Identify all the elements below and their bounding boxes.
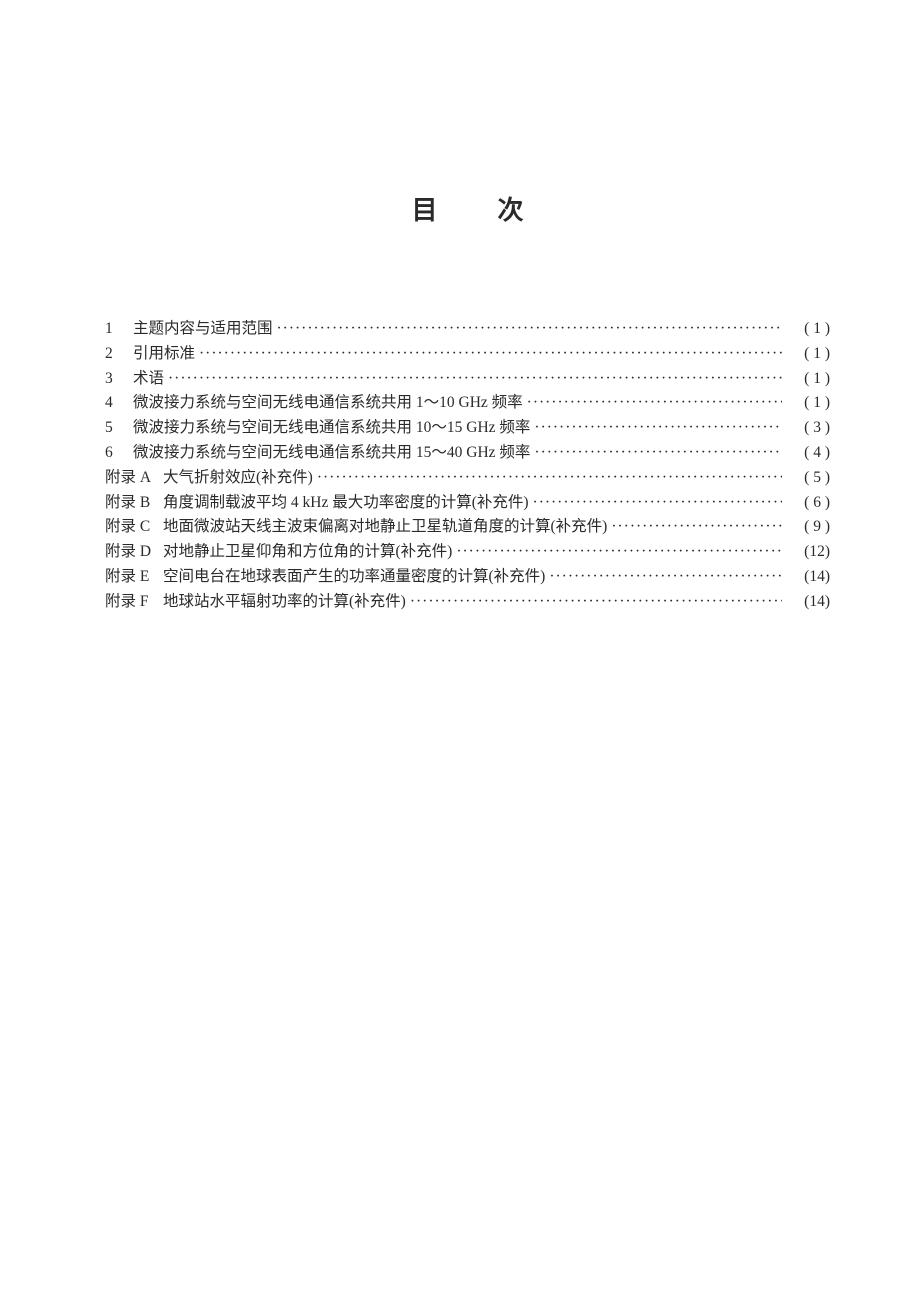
toc-leader-dots (410, 590, 782, 615)
toc-entry-section: 5微波接力系统与空间无线电通信系统共用 10～15 GHz 频率 ( 3 ) (105, 416, 830, 441)
toc-section-number: 4 (105, 391, 133, 416)
toc-entry-section: 2引用标准 ( 1 ) (105, 342, 830, 367)
toc-page-number: (14) (786, 590, 830, 615)
toc-leader-dots (533, 491, 782, 516)
toc-section-text: 引用标准 (133, 342, 195, 367)
toc-title: 目次 (105, 190, 830, 227)
toc-entry-section: 3术语 ( 1 ) (105, 367, 830, 392)
toc-page-number: ( 1 ) (786, 391, 830, 416)
toc-appendices: 附录 A大气折射效应(补充件)( 5 )附录 B角度调制载波平均 4 kHz 最… (105, 466, 830, 615)
toc-appendix-label: 附录 B (105, 491, 163, 516)
toc-section-text: 主题内容与适用范围 (133, 317, 273, 342)
toc-appendix-label: 附录 E (105, 565, 163, 590)
toc-appendix-text: 地面微波站天线主波束偏离对地静止卫星轨道角度的计算(补充件) (163, 515, 607, 540)
toc-section-number: 2 (105, 342, 133, 367)
toc-section-number: 1 (105, 317, 133, 342)
toc-page-number: ( 1 ) (786, 342, 830, 367)
toc-entry-section: 1主题内容与适用范围 ( 1 ) (105, 317, 830, 342)
toc-page-number: ( 1 ) (786, 367, 830, 392)
toc-leader-dots (534, 416, 782, 441)
toc-appendix-text: 地球站水平辐射功率的计算(补充件) (163, 590, 406, 615)
toc-appendix-label: 附录 A (105, 466, 163, 491)
toc-section-text: 微波接力系统与空间无线电通信系统共用 1～10 GHz 频率 (133, 391, 523, 416)
toc-leader-dots (277, 317, 782, 342)
toc-section-number: 6 (105, 441, 133, 466)
toc-appendix-text: 大气折射效应(补充件) (163, 466, 313, 491)
toc-page-number: ( 6 ) (786, 491, 830, 516)
toc-leader-dots (549, 565, 782, 590)
toc-entry-appendix: 附录 C地面微波站天线主波束偏离对地静止卫星轨道角度的计算(补充件) ( 9 ) (105, 515, 830, 540)
toc-entry-appendix: 附录 D对地静止卫星仰角和方位角的计算(补充件) (12) (105, 540, 830, 565)
toc-entry-appendix: 附录 B角度调制载波平均 4 kHz 最大功率密度的计算(补充件) ( 6 ) (105, 491, 830, 516)
toc-leader-dots (317, 466, 782, 491)
toc-leader-dots (199, 342, 782, 367)
toc-leader-dots (527, 391, 782, 416)
toc-page-number: ( 9 ) (786, 515, 830, 540)
toc-entry-appendix: 附录 A大气折射效应(补充件) ( 5 ) (105, 466, 830, 491)
toc-section-text: 微波接力系统与空间无线电通信系统共用 10～15 GHz 频率 (133, 416, 530, 441)
toc-section-number: 3 (105, 367, 133, 392)
toc-appendix-label: 附录 F (105, 590, 163, 615)
toc-entry-section: 4微波接力系统与空间无线电通信系统共用 1～10 GHz 频率 ( 1 ) (105, 391, 830, 416)
toc-leader-dots (611, 515, 782, 540)
toc-page: 目次 1主题内容与适用范围( 1 )2引用标准( 1 )3术语( 1 )4微波接… (0, 0, 920, 615)
toc-leader-dots (456, 540, 782, 565)
toc-section-number: 5 (105, 416, 133, 441)
toc-appendix-text: 角度调制载波平均 4 kHz 最大功率密度的计算(补充件) (163, 491, 529, 516)
toc-page-number: ( 1 ) (786, 317, 830, 342)
toc-page-number: (14) (786, 565, 830, 590)
toc-page-number: ( 5 ) (786, 466, 830, 491)
toc-section-text: 微波接力系统与空间无线电通信系统共用 15～40 GHz 频率 (133, 441, 530, 466)
toc-page-number: (12) (786, 540, 830, 565)
toc-section-text: 术语 (133, 367, 164, 392)
toc-appendix-label: 附录 C (105, 515, 163, 540)
toc-entry-section: 6微波接力系统与空间无线电通信系统共用 15～40 GHz 频率 ( 4 ) (105, 441, 830, 466)
toc-leader-dots (534, 441, 782, 466)
toc-leader-dots (168, 367, 782, 392)
toc-sections: 1主题内容与适用范围( 1 )2引用标准( 1 )3术语( 1 )4微波接力系统… (105, 317, 830, 466)
toc-appendix-label: 附录 D (105, 540, 163, 565)
toc-appendix-text: 对地静止卫星仰角和方位角的计算(补充件) (163, 540, 452, 565)
toc-entry-appendix: 附录 E空间电台在地球表面产生的功率通量密度的计算(补充件) (14) (105, 565, 830, 590)
toc-appendix-text: 空间电台在地球表面产生的功率通量密度的计算(补充件) (163, 565, 545, 590)
toc-page-number: ( 4 ) (786, 441, 830, 466)
toc-entry-appendix: 附录 F地球站水平辐射功率的计算(补充件) (14) (105, 590, 830, 615)
toc-page-number: ( 3 ) (786, 416, 830, 441)
